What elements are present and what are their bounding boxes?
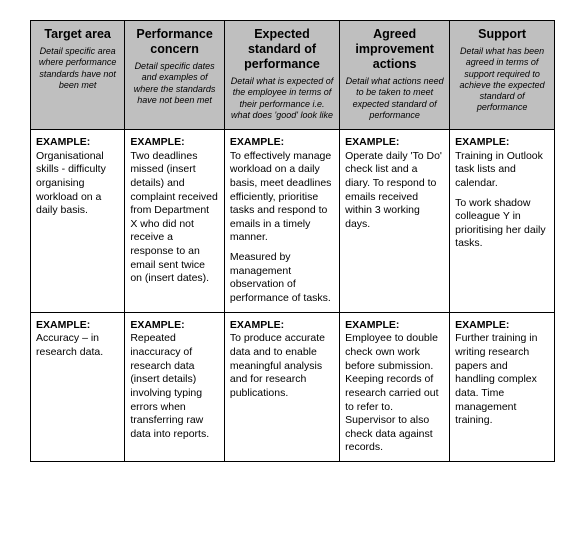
example-label: EXAMPLE: (455, 319, 549, 333)
cell-paragraph: Measured by management observation of pe… (230, 251, 334, 306)
cell-text: Operate daily 'To Do' check list and a d… (345, 150, 442, 230)
cell-paragraph: EXAMPLE:Accuracy – in research data. (36, 319, 119, 360)
col-header-performance-concern: Performance concern Detail specific date… (125, 21, 225, 130)
col-header-target-area: Target area Detail specific area where p… (31, 21, 125, 130)
cell-paragraph: EXAMPLE:Two deadlines missed (insert det… (130, 136, 219, 286)
table-cell: EXAMPLE:Operate daily 'To Do' check list… (340, 130, 450, 313)
cell-text: Training in Outlook task lists and calen… (455, 150, 543, 189)
cell-paragraph: EXAMPLE:Employee to double check own wor… (345, 319, 444, 455)
cell-text: To work shadow colleague Y in prioritisi… (455, 197, 545, 250)
example-label: EXAMPLE: (130, 319, 219, 333)
table-cell: EXAMPLE:Employee to double check own wor… (340, 312, 450, 461)
col-subtitle: Detail what actions need to be taken to … (345, 76, 444, 121)
table-cell: EXAMPLE:To effectively manage workload o… (224, 130, 339, 313)
col-subtitle: Detail specific dates and examples of wh… (130, 61, 219, 106)
table-cell: EXAMPLE:Organisational skills - difficul… (31, 130, 125, 313)
cell-text: To produce accurate data and to enable m… (230, 332, 325, 399)
cell-text: Employee to double check own work before… (345, 332, 438, 453)
cell-paragraph: EXAMPLE:Organisational skills - difficul… (36, 136, 119, 218)
col-subtitle: Detail what is expected of the employee … (230, 76, 334, 121)
cell-text: Two deadlines missed (insert details) an… (130, 150, 218, 285)
example-label: EXAMPLE: (345, 319, 444, 333)
cell-paragraph: EXAMPLE:To effectively manage workload o… (230, 136, 334, 245)
cell-paragraph: EXAMPLE:Operate daily 'To Do' check list… (345, 136, 444, 231)
col-title: Support (455, 27, 549, 42)
cell-text: To effectively manage workload on a dail… (230, 150, 332, 244)
col-header-support: Support Detail what has been agreed in t… (450, 21, 555, 130)
example-label: EXAMPLE: (455, 136, 549, 150)
table-row: EXAMPLE:Organisational skills - difficul… (31, 130, 555, 313)
table-body: EXAMPLE:Organisational skills - difficul… (31, 130, 555, 462)
col-subtitle: Detail what has been agreed in terms of … (455, 46, 549, 114)
cell-paragraph: EXAMPLE:To produce accurate data and to … (230, 319, 334, 401)
cell-paragraph: EXAMPLE:Repeated inaccuracy of research … (130, 319, 219, 442)
example-label: EXAMPLE: (36, 136, 119, 150)
cell-text: Accuracy – in research data. (36, 332, 103, 358)
example-label: EXAMPLE: (345, 136, 444, 150)
col-subtitle: Detail specific area where performance s… (36, 46, 119, 91)
col-title: Agreed improvement actions (345, 27, 444, 72)
example-label: EXAMPLE: (36, 319, 119, 333)
table-cell: EXAMPLE:Further training in writing rese… (450, 312, 555, 461)
table-cell: EXAMPLE:Accuracy – in research data. (31, 312, 125, 461)
example-label: EXAMPLE: (230, 319, 334, 333)
cell-text: Repeated inaccuracy of research data (in… (130, 332, 209, 439)
cell-text: Measured by management observation of pe… (230, 251, 331, 304)
cell-text: Organisational skills - difficulty organ… (36, 150, 106, 217)
table-cell: EXAMPLE:To produce accurate data and to … (224, 312, 339, 461)
performance-table: Target area Detail specific area where p… (30, 20, 555, 462)
col-header-expected-standard: Expected standard of performance Detail … (224, 21, 339, 130)
col-title: Expected standard of performance (230, 27, 334, 72)
col-title: Performance concern (130, 27, 219, 57)
table-cell: EXAMPLE:Repeated inaccuracy of research … (125, 312, 225, 461)
cell-paragraph: EXAMPLE:Further training in writing rese… (455, 319, 549, 428)
table-cell: EXAMPLE:Training in Outlook task lists a… (450, 130, 555, 313)
example-label: EXAMPLE: (230, 136, 334, 150)
col-header-agreed-actions: Agreed improvement actions Detail what a… (340, 21, 450, 130)
example-label: EXAMPLE: (130, 136, 219, 150)
table-row: EXAMPLE:Accuracy – in research data.EXAM… (31, 312, 555, 461)
col-title: Target area (36, 27, 119, 42)
cell-paragraph: To work shadow colleague Y in prioritisi… (455, 197, 549, 252)
cell-text: Further training in writing research pap… (455, 332, 537, 426)
cell-paragraph: EXAMPLE:Training in Outlook task lists a… (455, 136, 549, 191)
table-cell: EXAMPLE:Two deadlines missed (insert det… (125, 130, 225, 313)
header-row: Target area Detail specific area where p… (31, 21, 555, 130)
